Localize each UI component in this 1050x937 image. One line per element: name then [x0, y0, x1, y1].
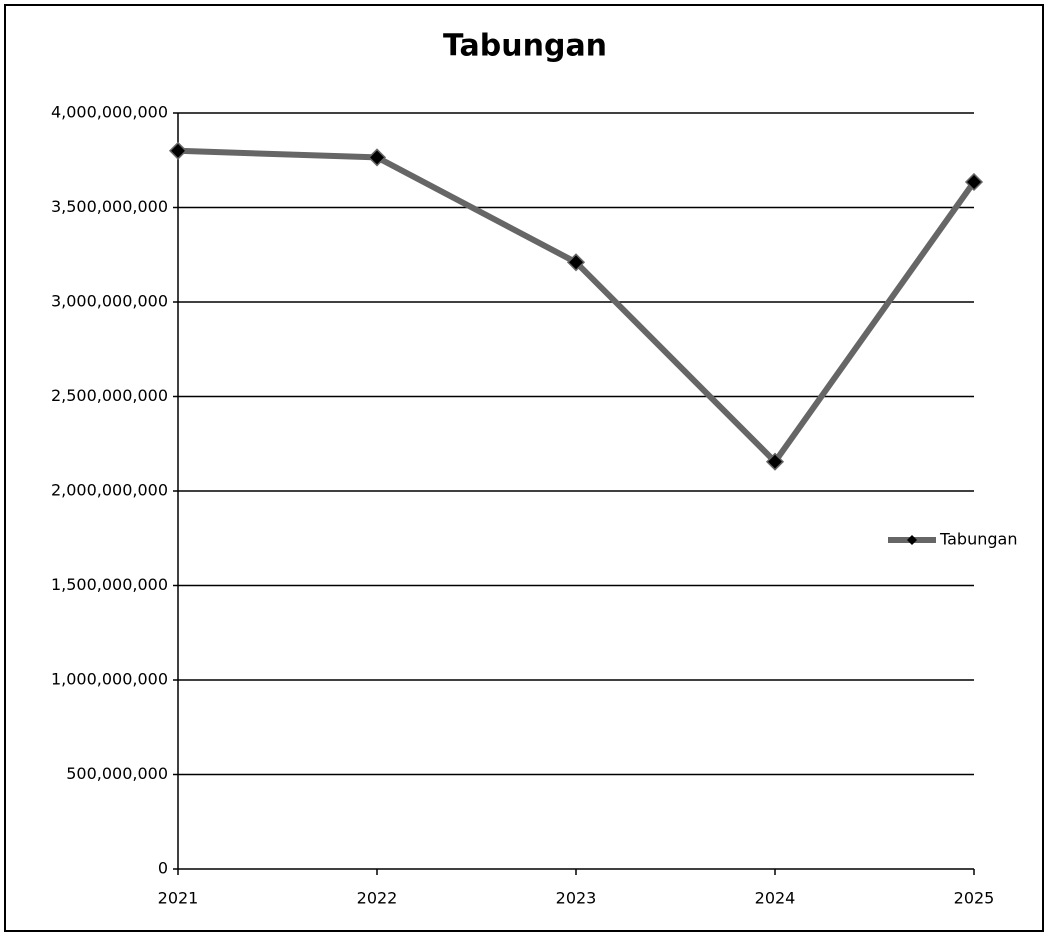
legend-label: Tabungan [939, 530, 1017, 549]
y-tick-label: 3,500,000,000 [51, 197, 168, 216]
y-tick-label: 500,000,000 [66, 764, 168, 783]
y-tick-label: 3,000,000,000 [51, 292, 168, 311]
y-tick-label: 0 [158, 859, 168, 878]
y-tick-label: 4,000,000,000 [51, 103, 168, 122]
y-tick-label: 1,500,000,000 [51, 575, 168, 594]
chart-title: Tabungan [443, 29, 607, 64]
chart-border [4, 4, 1044, 932]
data-point [566, 253, 586, 272]
x-tick-label: 2021 [158, 889, 199, 908]
y-tick-label: 1,000,000,000 [51, 670, 168, 689]
data-point [168, 141, 188, 160]
x-tick-label: 2022 [357, 889, 398, 908]
legend-marker [907, 535, 917, 545]
data-point [367, 148, 387, 167]
y-tick-label: 2,000,000,000 [51, 481, 168, 500]
data-point [964, 172, 984, 192]
x-tick-label: 2024 [755, 889, 796, 908]
data-point [765, 452, 785, 471]
y-tick-label: 2,500,000,000 [51, 386, 168, 405]
x-tick-label: 2025 [954, 889, 995, 908]
x-tick-label: 2023 [556, 889, 597, 908]
